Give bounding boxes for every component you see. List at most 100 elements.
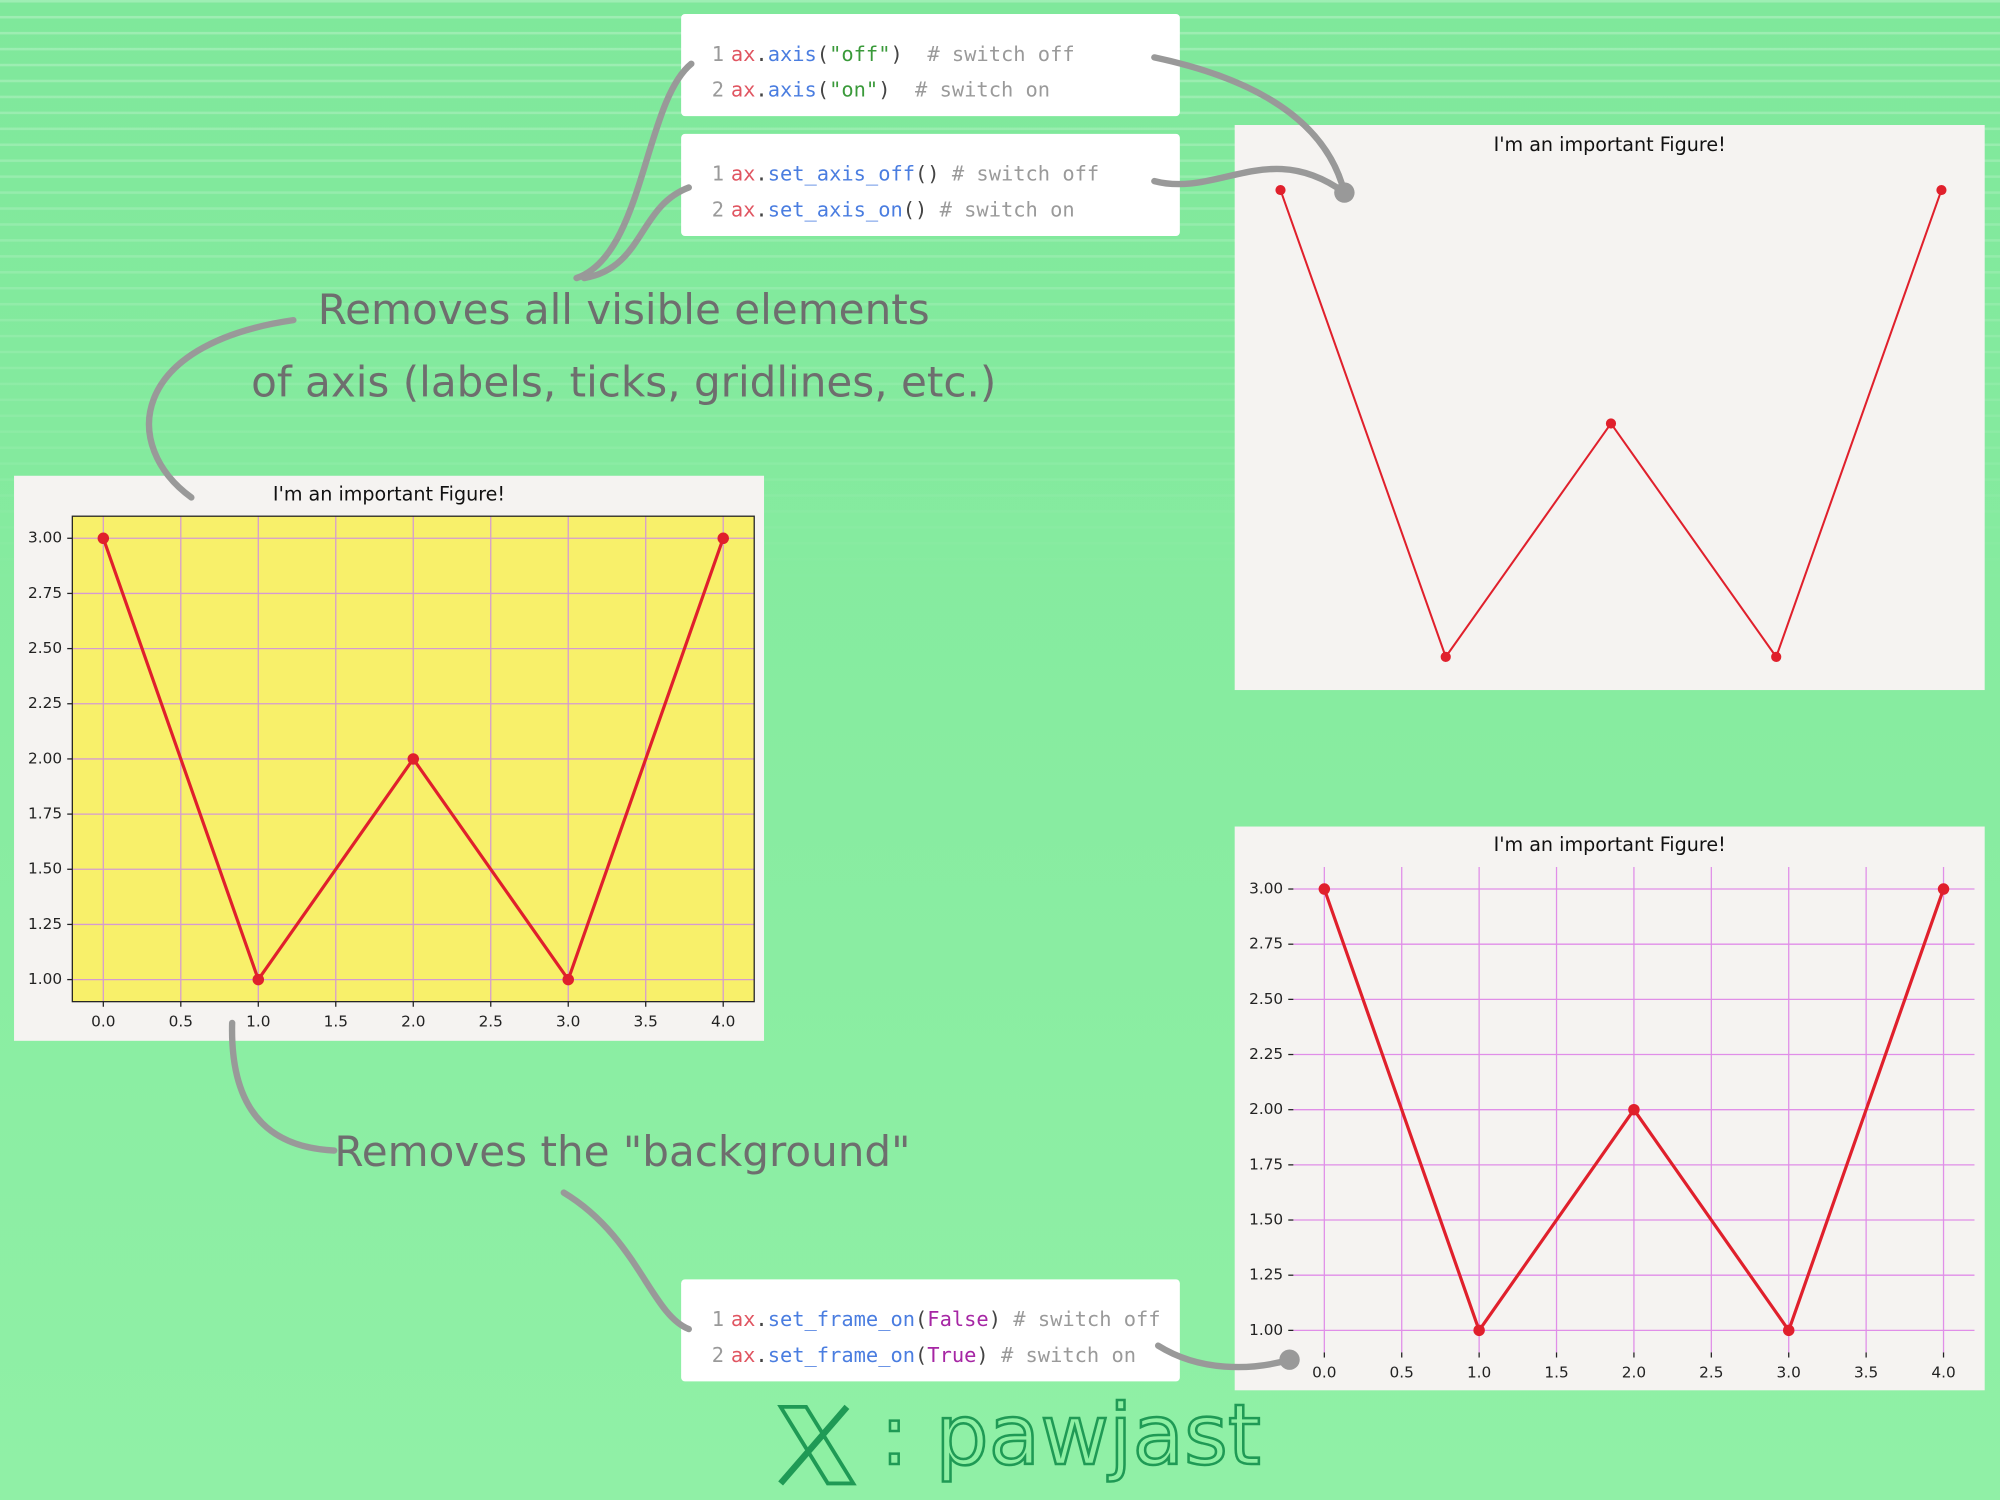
y-tick-label: 1.50 bbox=[1249, 1211, 1283, 1229]
code-token: ) bbox=[890, 42, 902, 66]
connector bbox=[1154, 1342, 1293, 1371]
x-tick-label: 2.0 bbox=[401, 1013, 425, 1031]
figure-panel bbox=[1234, 125, 1985, 691]
x-tick-label: 2.5 bbox=[1699, 1363, 1723, 1381]
data-point bbox=[407, 753, 420, 765]
y-tick-label: 2.75 bbox=[1249, 935, 1283, 953]
y-tick-label: 2.25 bbox=[28, 694, 62, 712]
chart-title: I'm an important Figure! bbox=[1494, 133, 1726, 156]
x-tick-label: 0.0 bbox=[91, 1013, 115, 1031]
code-token: ax bbox=[731, 162, 756, 186]
y-tick-label: 2.25 bbox=[1249, 1045, 1283, 1063]
footer: : pawjast bbox=[777, 1385, 1262, 1486]
y-tick-label: 2.50 bbox=[28, 639, 62, 657]
y-tick-label: 1.00 bbox=[28, 970, 62, 988]
code-box bbox=[681, 133, 1180, 236]
code-token: # switch on bbox=[890, 78, 1050, 102]
y-tick-label: 1.75 bbox=[1249, 1155, 1283, 1173]
code-token: . bbox=[755, 1343, 767, 1367]
code-token: ( bbox=[817, 42, 829, 66]
code-token: # switch off bbox=[1001, 1307, 1161, 1331]
code-token: . bbox=[755, 162, 767, 186]
x-tick-label: 1.0 bbox=[1467, 1363, 1491, 1381]
code-block: 1 ax.axis("off") # switch off 2 ax.axis("on… bbox=[681, 14, 1180, 117]
annotation: Removes all visible elements bbox=[318, 285, 930, 334]
code-box bbox=[681, 1279, 1180, 1382]
y-tick-label: 3.00 bbox=[1249, 880, 1283, 898]
data-point bbox=[1628, 1103, 1640, 1116]
x-tick-label: 1.5 bbox=[324, 1013, 348, 1031]
data-point bbox=[1275, 184, 1286, 196]
code-line: ax.set_axis_on() # switch on bbox=[731, 197, 1075, 221]
code-block: 1 ax.set_frame_on(False) # switch off 2 ax.… bbox=[681, 1279, 1180, 1382]
code-token: set_frame_on bbox=[768, 1343, 915, 1367]
chart: I'm an important Figure! 0.0 0.5 1.0 1.5 2.0 2… bbox=[1234, 826, 1985, 1391]
line-number: 2 bbox=[712, 78, 724, 102]
code-token: axis bbox=[768, 42, 817, 66]
data-point bbox=[1937, 883, 1950, 895]
x-tick-label: 2.5 bbox=[479, 1013, 503, 1031]
code-token: () bbox=[915, 162, 940, 186]
x-logo bbox=[778, 1404, 850, 1486]
code-token: set_frame_on bbox=[768, 1307, 915, 1331]
code-token: # switch on bbox=[989, 1343, 1136, 1367]
connector bbox=[1151, 54, 1348, 196]
code-token: False bbox=[927, 1307, 988, 1331]
line-number: 2 bbox=[712, 1343, 724, 1367]
x-tick-label: 0.0 bbox=[1312, 1363, 1336, 1381]
line-number: 1 bbox=[712, 1307, 724, 1331]
code-token: set_axis_on bbox=[768, 197, 903, 221]
code-token: ax bbox=[731, 1307, 756, 1331]
axes-frame bbox=[71, 515, 755, 1003]
connector bbox=[573, 60, 695, 282]
code-box bbox=[681, 14, 1180, 117]
connector bbox=[560, 1189, 692, 1333]
chart: I'm an important Figure! 0.0 0.5 1.0 1.5 2.0 2… bbox=[14, 475, 765, 1041]
data-point bbox=[1473, 1324, 1485, 1337]
code-token: . bbox=[755, 197, 767, 221]
connector bbox=[580, 184, 692, 282]
y-tick-label: 1.50 bbox=[28, 860, 62, 878]
code-token: . bbox=[755, 78, 767, 102]
y-tick-label: 2.50 bbox=[1249, 990, 1283, 1008]
code-token: "off" bbox=[829, 42, 890, 66]
data-point bbox=[717, 532, 729, 545]
connector bbox=[228, 1019, 338, 1154]
line-number: 1 bbox=[712, 162, 724, 186]
connector-dot bbox=[1334, 182, 1355, 203]
code-line: ax.set_frame_on(True) # switch on bbox=[731, 1343, 1136, 1367]
x-tick-label: 4.0 bbox=[711, 1013, 735, 1031]
annotation: Removes the "background" bbox=[334, 1127, 910, 1176]
code-token: set_axis_off bbox=[768, 162, 915, 186]
code-token: ( bbox=[915, 1307, 927, 1331]
footer-handle: : pawjast bbox=[880, 1386, 1261, 1484]
x-tick-label: 3.0 bbox=[556, 1013, 580, 1031]
x-tick-label: 0.5 bbox=[1390, 1363, 1414, 1381]
figure-panel bbox=[1234, 826, 1985, 1391]
code-token: axis bbox=[768, 78, 817, 102]
code-token: # switch off bbox=[940, 162, 1100, 186]
x-tick-label: 0.5 bbox=[169, 1013, 193, 1031]
y-tick-label: 2.00 bbox=[28, 749, 62, 767]
y-tick-label: 2.00 bbox=[1249, 1100, 1283, 1118]
code-token: # switch off bbox=[903, 42, 1075, 66]
code-token: ax bbox=[731, 78, 756, 102]
y-tick-label: 2.75 bbox=[28, 584, 62, 602]
x-tick-label: 3.5 bbox=[1854, 1363, 1878, 1381]
code-token: ) bbox=[989, 1307, 1001, 1331]
code-token: . bbox=[755, 1307, 767, 1331]
x-tick-label: 2.0 bbox=[1622, 1363, 1646, 1381]
connectors bbox=[145, 54, 1355, 1371]
data-point bbox=[1771, 651, 1782, 662]
code-token: () bbox=[903, 197, 928, 221]
y-tick-label: 1.00 bbox=[1249, 1321, 1283, 1339]
code-line: ax.set_axis_off() # switch off bbox=[731, 162, 1099, 186]
code-token: ax bbox=[731, 197, 756, 221]
y-tick-label: 3.00 bbox=[28, 529, 62, 547]
data-point bbox=[1440, 651, 1451, 662]
x-tick-label: 3.0 bbox=[1777, 1363, 1801, 1381]
code-token: ax bbox=[731, 1343, 756, 1367]
data-point bbox=[252, 973, 265, 986]
